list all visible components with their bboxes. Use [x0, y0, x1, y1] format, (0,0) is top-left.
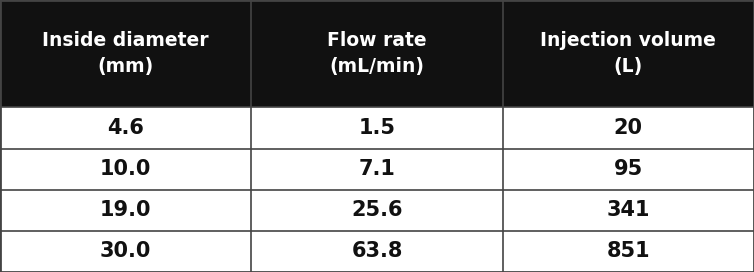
Bar — [0, 107, 754, 149]
Bar — [0, 190, 754, 231]
Text: 95: 95 — [614, 159, 643, 179]
Text: 7.1: 7.1 — [359, 159, 395, 179]
Bar — [0, 0, 754, 107]
Text: 4.6: 4.6 — [107, 118, 144, 138]
Text: 25.6: 25.6 — [351, 200, 403, 220]
Text: 19.0: 19.0 — [100, 200, 152, 220]
Text: Flow rate
(mL/min): Flow rate (mL/min) — [327, 31, 427, 76]
Text: Inside diameter
(mm): Inside diameter (mm) — [42, 31, 209, 76]
Text: 1.5: 1.5 — [358, 118, 396, 138]
Text: Injection volume
(L): Injection volume (L) — [541, 31, 716, 76]
Bar — [0, 149, 754, 190]
Text: 851: 851 — [606, 242, 650, 261]
Text: 20: 20 — [614, 118, 643, 138]
Text: 10.0: 10.0 — [100, 159, 152, 179]
Text: 63.8: 63.8 — [351, 242, 403, 261]
Bar — [0, 231, 754, 272]
Text: 341: 341 — [606, 200, 650, 220]
Text: 30.0: 30.0 — [100, 242, 152, 261]
